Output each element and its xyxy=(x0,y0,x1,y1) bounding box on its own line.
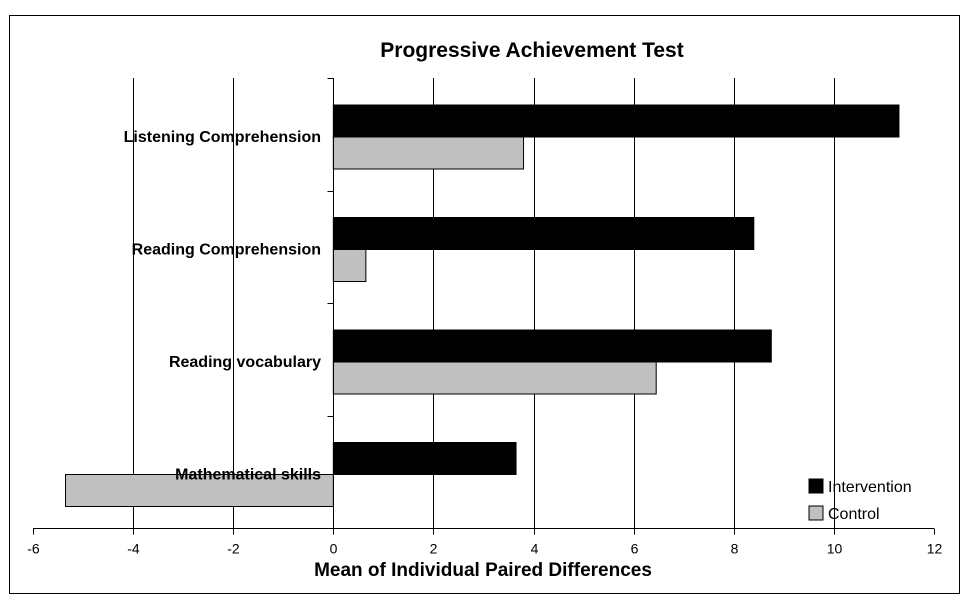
bar-intervention-2 xyxy=(332,217,755,250)
category-label: Reading vocabulary xyxy=(169,354,321,371)
x-tick-label: 8 xyxy=(731,541,739,557)
bar-control-3 xyxy=(332,361,657,395)
x-tick-label: -6 xyxy=(27,541,40,557)
x-tick-label: -4 xyxy=(127,541,140,557)
category-label: Reading Comprehension xyxy=(132,242,321,259)
bars xyxy=(65,104,900,507)
x-tick-label: -2 xyxy=(227,541,240,557)
x-axis-title: Mean of Individual Paired Differences xyxy=(314,560,652,581)
bar-control-1 xyxy=(332,136,525,170)
bar-control-4 xyxy=(65,474,334,507)
bar-intervention-3 xyxy=(332,329,772,363)
x-tick-label: 2 xyxy=(430,541,438,557)
x-tick-label: 6 xyxy=(631,541,639,557)
legend-swatch-control xyxy=(808,505,824,521)
bar-intervention-1 xyxy=(332,104,900,138)
chart-title: Progressive Achievement Test xyxy=(380,39,683,62)
legend-label-intervention: Intervention xyxy=(828,479,912,496)
category-label: Listening Comprehension xyxy=(124,129,321,146)
legend-label-control: Control xyxy=(828,506,880,523)
legend-swatch-intervention xyxy=(808,478,824,494)
legend: Intervention Control xyxy=(808,478,912,523)
category-label: Mathematical skills xyxy=(175,467,321,484)
x-tick-label: 12 xyxy=(927,541,943,557)
bar-control-2 xyxy=(332,249,367,282)
x-tick-label: 10 xyxy=(827,541,843,557)
x-tick-label: 0 xyxy=(330,541,338,557)
axes xyxy=(33,78,935,535)
category-labels: Listening Comprehension Reading Comprehen… xyxy=(124,129,321,484)
gridlines xyxy=(133,78,835,528)
x-tick-labels: -6 -4 -2 0 2 4 6 8 10 12 xyxy=(27,541,942,557)
x-tick-label: 4 xyxy=(531,541,539,557)
bar-intervention-4 xyxy=(332,442,517,475)
